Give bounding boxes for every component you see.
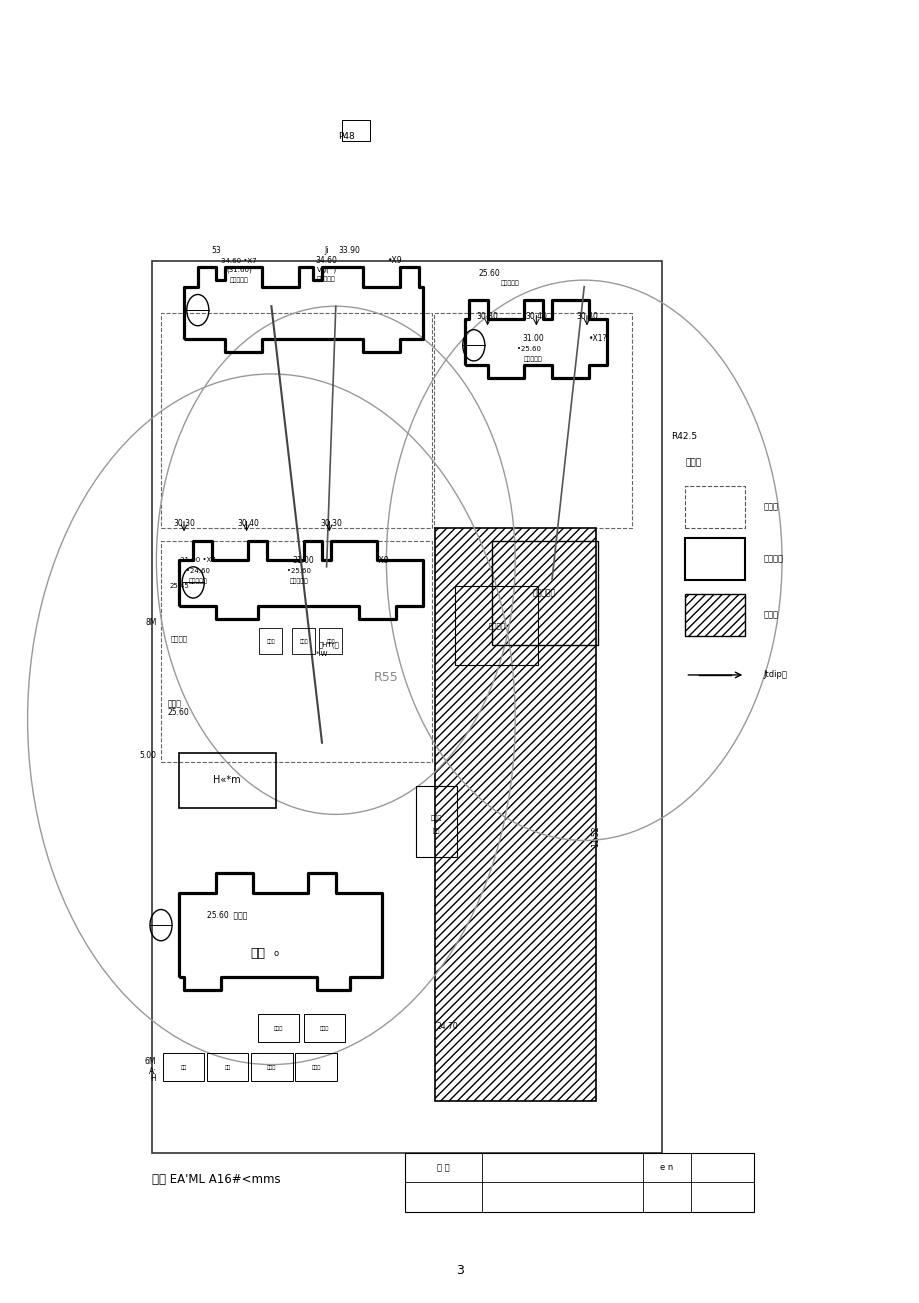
- Text: 30.40: 30.40: [525, 313, 547, 321]
- Text: •24.60: •24.60: [186, 568, 210, 573]
- Text: 木工制作区: 木工制作区: [532, 589, 556, 597]
- Text: 名 和: 名 和: [437, 1164, 449, 1173]
- Text: 摄像机: 摄像机: [299, 638, 308, 644]
- Text: 11.52: 11.52: [591, 826, 600, 847]
- Bar: [257, 1014, 299, 1042]
- Bar: [163, 1053, 204, 1081]
- Text: •25.60: •25.60: [287, 568, 311, 573]
- Text: e n: e n: [660, 1164, 673, 1173]
- Text: Jtdip字: Jtdip字: [763, 671, 787, 679]
- Bar: [259, 628, 282, 654]
- Text: 53: 53: [211, 246, 221, 254]
- Bar: [435, 528, 596, 1101]
- Text: 已建筑: 已建筑: [763, 611, 777, 619]
- Text: •X9: •X9: [388, 257, 403, 265]
- Text: 30.30: 30.30: [476, 313, 498, 321]
- Text: 品品单: 品品单: [267, 1065, 277, 1070]
- Text: P48: P48: [338, 133, 355, 141]
- Text: 摄像机: 摄像机: [267, 638, 276, 644]
- Bar: [492, 541, 597, 645]
- Text: •X9: •X9: [374, 556, 389, 564]
- Text: •25.60: •25.60: [516, 347, 540, 352]
- Text: 拟建建筑: 拟建建筑: [763, 555, 783, 563]
- Text: 25.60  业主园: 25.60 业主园: [207, 911, 247, 919]
- Bar: [207, 1053, 248, 1081]
- Text: 5.00: 5.00: [140, 752, 156, 760]
- Bar: [415, 786, 457, 857]
- Text: 水工制: 水工制: [430, 816, 441, 821]
- Bar: [295, 1053, 336, 1081]
- Text: (31.60): (31.60): [226, 267, 252, 272]
- Text: o: o: [273, 950, 278, 958]
- Text: 24.70: 24.70: [436, 1023, 458, 1031]
- Bar: [455, 586, 538, 665]
- Bar: [319, 628, 342, 654]
- Text: H: H: [151, 1075, 156, 1083]
- Text: 工地入口: 工地入口: [171, 635, 187, 642]
- Text: 34.60 •X7: 34.60 •X7: [221, 258, 256, 263]
- Text: 平地下手差: 平地下手差: [188, 579, 207, 584]
- Text: H«*m: H«*m: [213, 775, 241, 786]
- Text: 8M: 8M: [145, 619, 156, 627]
- Text: R55: R55: [374, 671, 398, 684]
- Text: 平地下手差: 平地下手差: [501, 280, 519, 285]
- Text: 34.60: 34.60: [315, 257, 337, 265]
- Text: 31.00 •X7: 31.00 •X7: [180, 558, 215, 563]
- Bar: [152, 261, 662, 1153]
- Text: 30.30: 30.30: [320, 520, 342, 528]
- Text: 圆HT(副: 圆HT(副: [319, 641, 339, 649]
- Text: 名单: 名单: [224, 1065, 231, 1070]
- Bar: [161, 313, 432, 528]
- Text: 概区: 概区: [432, 829, 439, 834]
- Text: 3: 3: [456, 1264, 463, 1277]
- Text: R42.5: R42.5: [671, 433, 697, 440]
- Text: 平地下手差: 平地下手差: [524, 357, 542, 362]
- Bar: [434, 313, 631, 528]
- Text: 6M: 6M: [145, 1058, 156, 1066]
- Bar: [342, 120, 369, 141]
- Text: 31.00: 31.00: [522, 335, 544, 343]
- Text: 名单: 名单: [180, 1065, 187, 1070]
- Text: 品质量: 品质量: [311, 1065, 321, 1070]
- Text: A:: A:: [149, 1067, 156, 1075]
- Bar: [685, 486, 744, 528]
- Text: 25.45: 25.45: [169, 584, 189, 589]
- Text: 规整制区: 规整制区: [488, 622, 505, 629]
- Text: Ji: Ji: [324, 246, 328, 254]
- Bar: [291, 628, 314, 654]
- Text: 品质量: 品质量: [319, 1025, 329, 1031]
- Text: 30.30: 30.30: [173, 520, 195, 528]
- Text: 滽利 EA'ML A16#<mms: 滽利 EA'ML A16#<mms: [152, 1173, 280, 1186]
- Bar: [685, 538, 744, 580]
- Text: 30.40: 30.40: [237, 520, 259, 528]
- Text: *.W: *.W: [315, 652, 328, 657]
- Text: 即即: 即即: [250, 947, 265, 960]
- Text: 摄像机: 摄像机: [326, 638, 335, 644]
- Bar: [161, 541, 432, 762]
- Text: 30.30: 30.30: [575, 313, 597, 321]
- Text: 31.00: 31.00: [292, 556, 314, 564]
- Text: 33.90: 33.90: [338, 246, 360, 254]
- Text: 平地下手差: 平地下手差: [317, 276, 335, 281]
- Text: 上拍岸: 上拍岸: [167, 700, 181, 708]
- Text: 图例：: 图例：: [685, 459, 701, 466]
- Text: •X1?: •X1?: [588, 335, 607, 343]
- Text: 品品量: 品品量: [273, 1025, 283, 1031]
- Bar: [251, 1053, 292, 1081]
- Bar: [179, 753, 276, 808]
- Text: 平地下手差: 平地下手差: [230, 278, 248, 283]
- Text: 25.60: 25.60: [167, 709, 189, 717]
- Text: 平地下手差: 平地下手差: [289, 579, 308, 584]
- Bar: [404, 1153, 754, 1212]
- Text: 25.60: 25.60: [478, 270, 500, 278]
- Bar: [303, 1014, 345, 1042]
- Bar: [685, 594, 744, 636]
- Text: Vg(  ): Vg( ): [317, 267, 335, 272]
- Text: 地下室: 地下室: [763, 503, 777, 511]
